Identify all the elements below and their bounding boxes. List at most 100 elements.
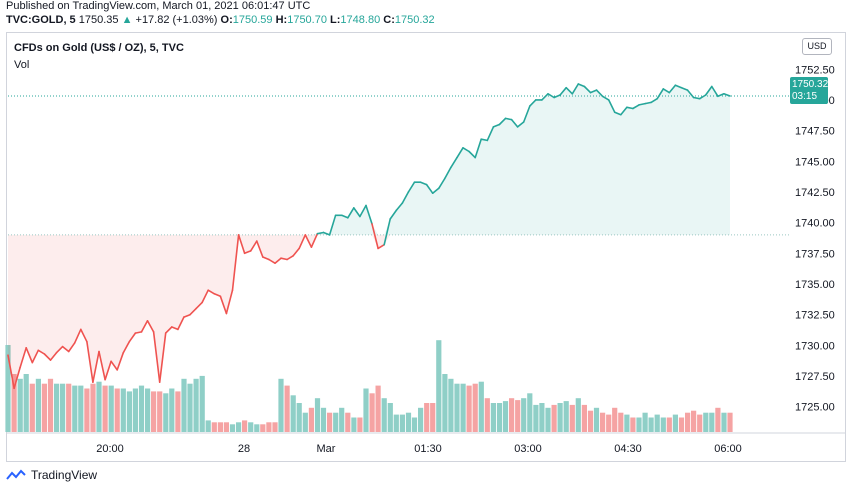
price-line-segment	[541, 93, 549, 101]
currency-button[interactable]: USD	[802, 38, 832, 55]
volume-bar	[715, 407, 721, 432]
price-line-segment	[146, 319, 155, 333]
price-line-segment	[613, 111, 622, 116]
price-line-segment	[261, 256, 270, 261]
price-line-segment	[255, 240, 264, 258]
volume-bar	[351, 417, 357, 432]
price-line-segment	[177, 316, 185, 331]
volume-bar	[314, 398, 321, 432]
volume-bar	[624, 414, 630, 432]
volume-bar	[90, 383, 96, 432]
open-label: O:	[220, 14, 233, 26]
x-tick-label: 03:00	[514, 443, 542, 455]
x-tick-label: 20:00	[96, 443, 124, 455]
price-line-segment	[559, 86, 568, 96]
price-line-segment	[286, 255, 295, 261]
volume-bar	[387, 403, 393, 432]
price-line-segment	[268, 258, 276, 265]
volume-bar	[424, 403, 430, 432]
volume-bar	[515, 400, 521, 432]
volume-bar	[369, 393, 375, 432]
price-line-segment	[195, 301, 203, 310]
volume-bar	[308, 407, 314, 432]
change-value: +17.82 (+1.03%)	[135, 14, 218, 26]
volume-bar	[284, 385, 290, 432]
volume-bar	[381, 398, 387, 432]
price-line-segment	[25, 346, 34, 364]
volume-bar	[266, 422, 272, 432]
chart-title: CFDs on Gold (US$ / OZ), 5, TVC	[14, 42, 184, 54]
volume-bar	[163, 393, 169, 432]
volume-bar	[460, 383, 466, 432]
volume-bar	[84, 388, 90, 432]
price-line-segment	[668, 84, 677, 94]
volume-bar	[678, 417, 685, 432]
high-label: H:	[275, 14, 288, 26]
price-line-segment	[73, 328, 82, 344]
volume-bar	[581, 404, 587, 432]
up-arrow-icon: ▲	[121, 14, 133, 26]
x-tick-label: 04:30	[614, 443, 642, 455]
price-line-segment	[171, 326, 179, 331]
volume-bar	[466, 385, 472, 432]
volume-bar	[709, 412, 715, 432]
price-line-segment	[110, 360, 118, 371]
price-line-segment	[152, 331, 161, 384]
price-tag-countdown: 03:15	[792, 91, 818, 102]
volume-bar	[199, 375, 205, 432]
volume-bar	[551, 404, 557, 432]
price-line-segment	[31, 349, 40, 364]
volume-bar	[193, 378, 199, 432]
price-line-segment	[662, 88, 671, 94]
price-line-segment	[43, 353, 52, 361]
price-line-segment	[322, 231, 331, 236]
price-line-segment	[443, 166, 452, 180]
price-line-segment	[656, 88, 665, 100]
volume-bar	[217, 422, 223, 432]
volume-bar	[660, 417, 666, 432]
price-line-segment	[692, 96, 701, 100]
price-line-segment	[607, 99, 616, 113]
chart-pane[interactable]	[6, 32, 846, 462]
volume-bar	[685, 412, 691, 432]
price-line-segment	[371, 223, 379, 250]
footer[interactable]: TradingView	[6, 468, 97, 482]
price-line-segment	[310, 232, 319, 248]
price-line-segment	[140, 319, 149, 333]
volume-bar	[484, 398, 490, 432]
price-line-segment	[128, 332, 137, 343]
volume-bar	[636, 417, 642, 432]
y-tick-label: 1742.50	[795, 187, 835, 199]
volume-bar	[490, 403, 496, 432]
volume-bar	[339, 407, 345, 432]
price-line-segment	[710, 85, 719, 98]
volume-bar	[254, 424, 260, 432]
volume-bar	[436, 340, 442, 432]
volume-bar	[47, 378, 54, 432]
y-tick-label: 1752.50	[795, 64, 835, 76]
volume-bar	[17, 378, 23, 432]
price-line-segment	[189, 307, 197, 316]
volume-bar	[672, 414, 678, 432]
volume-bar	[5, 345, 11, 432]
price-line-segment	[650, 97, 659, 104]
volume-bar	[108, 385, 114, 432]
price-line-segment	[704, 85, 713, 96]
open-value: 1750.59	[232, 14, 273, 26]
price-line-segment	[134, 331, 143, 334]
volume-bar	[533, 404, 539, 432]
price-line-segment	[104, 360, 112, 381]
price-line-segment	[577, 83, 586, 88]
price-line-segment	[249, 240, 258, 252]
x-tick-label: 28	[238, 443, 250, 455]
price-line-segment	[619, 106, 628, 116]
price-line-segment	[425, 183, 434, 194]
price-line-segment	[7, 354, 15, 390]
price-line-segment	[626, 106, 634, 110]
price-line-segment	[207, 289, 216, 295]
price-line-segment	[589, 89, 598, 94]
price-line-segment	[61, 345, 70, 353]
price-line-segment	[365, 204, 373, 225]
volume-bar	[290, 395, 296, 432]
